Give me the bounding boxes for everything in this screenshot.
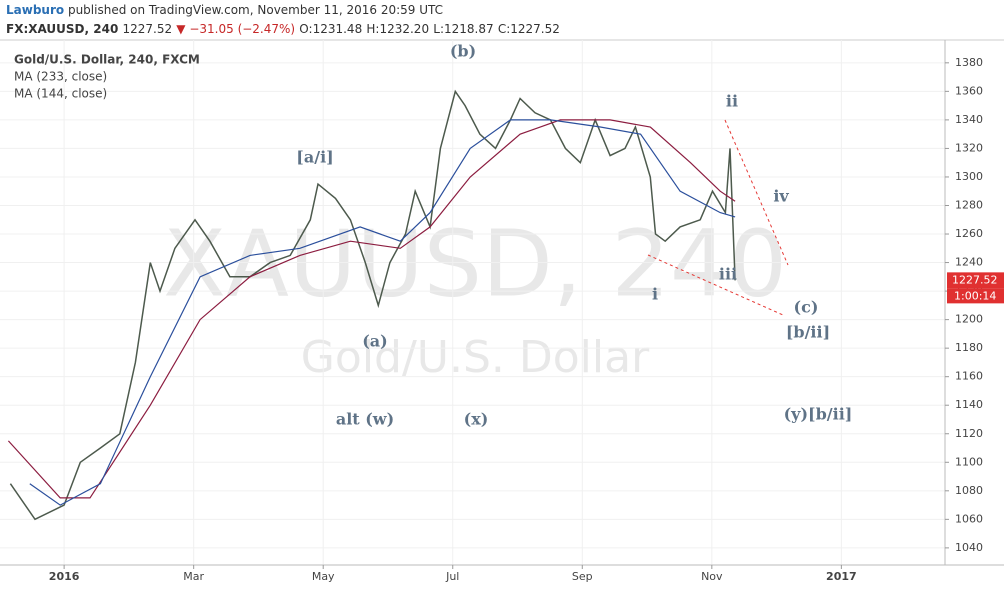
y-tick-label: 1260 [955, 227, 983, 240]
wave-label: (x) [464, 410, 489, 429]
ticker-line: FX:XAUUSD, 240 1227.52 ▼ −31.05 (−2.47%)… [6, 22, 560, 36]
published: published on TradingView.com, November 1… [68, 3, 443, 17]
y-tick-label: 1200 [955, 313, 983, 326]
last-price: 1227.52 [122, 22, 172, 36]
y-tick-label: 1280 [955, 198, 983, 211]
watermark-subtitle: Gold/U.S. Dollar [301, 332, 650, 383]
y-tick-label: 1360 [955, 84, 983, 97]
wave-label: alt (w) [336, 410, 394, 429]
wave-label: (y)[b/ii] [784, 405, 853, 424]
series-line [7, 119, 736, 499]
trendline [647, 254, 784, 316]
wave-label: iii [719, 265, 737, 284]
change: ▼ −31.05 (−2.47%) [176, 22, 295, 36]
y-tick-label: 1320 [955, 141, 983, 154]
wave-label: (a) [362, 332, 388, 351]
y-tick-label: 1180 [955, 341, 983, 354]
series-line [29, 119, 736, 506]
series-line [9, 89, 736, 521]
x-tick-label: Mar [183, 570, 204, 583]
symbol: FX:XAUUSD, 240 [6, 22, 118, 36]
legend-entry: MA (144, close) [14, 87, 107, 101]
x-tick-label: Sep [572, 570, 593, 583]
x-tick-label: May [312, 570, 335, 583]
y-tick-label: 1120 [955, 427, 983, 440]
timer: 1:00:14 [954, 289, 996, 302]
close: C:1227.52 [498, 22, 560, 36]
y-tick-label: 1240 [955, 256, 983, 269]
y-tick-label: 1100 [955, 455, 983, 468]
wave-label: [a/i] [296, 148, 333, 167]
y-tick-label: 1080 [955, 484, 983, 497]
high: H:1232.20 [366, 22, 429, 36]
price-tag [947, 272, 1004, 289]
wave-label: (c) [794, 298, 819, 317]
open: O:1231.48 [299, 22, 362, 36]
y-tick-label: 1300 [955, 170, 983, 183]
legend-entry: MA (233, close) [14, 70, 107, 84]
y-tick-label: 1340 [955, 113, 983, 126]
x-tick-label: 2017 [826, 570, 857, 583]
wave-label: ii [726, 92, 738, 111]
y-tick-label: 1040 [955, 541, 983, 554]
author[interactable]: Lawburo [6, 3, 64, 17]
wave-label: [b/ii] [786, 323, 830, 342]
y-tick-label: 1380 [955, 56, 983, 69]
y-tick-label: 1060 [955, 512, 983, 525]
x-tick-label: Nov [701, 570, 723, 583]
wave-label: iv [773, 187, 789, 206]
legend-entry: Gold/U.S. Dollar, 240, FXCM [14, 53, 200, 67]
trendline [724, 119, 789, 266]
y-tick-label: 1140 [955, 398, 983, 411]
low: L:1218.87 [433, 22, 493, 36]
x-tick-label: Jul [445, 570, 459, 583]
watermark: XAUUSD, 240 [163, 210, 787, 317]
wave-label: (b) [450, 42, 476, 61]
price-tag-label: 1227.52 [952, 273, 998, 286]
header-line: Lawburo published on TradingView.com, No… [6, 3, 443, 17]
y-tick-label: 1160 [955, 370, 983, 383]
wave-label: i [652, 285, 658, 304]
timer-box [947, 288, 1004, 304]
x-tick-label: 2016 [49, 570, 80, 583]
